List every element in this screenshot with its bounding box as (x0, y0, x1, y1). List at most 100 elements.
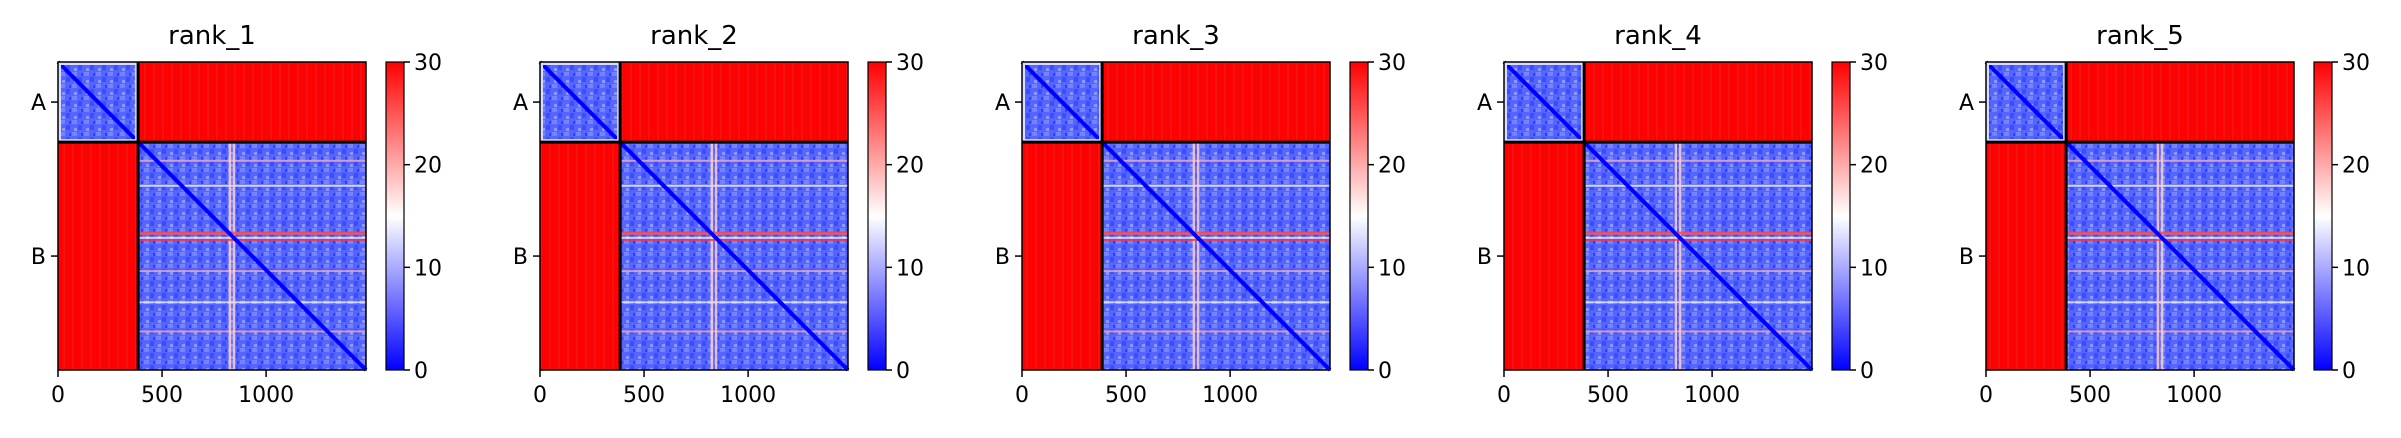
block-b-a (1022, 142, 1103, 370)
band-h-red (1584, 238, 1812, 241)
band-h (2066, 301, 2294, 304)
band-h (1102, 184, 1330, 187)
block-a-b (2066, 62, 2294, 143)
colorbar-tick-label: 10 (1378, 256, 1406, 281)
colorbar-tick-label: 0 (1860, 359, 1874, 384)
band-h (1584, 301, 1812, 304)
colorbar-tick-label: 20 (1378, 154, 1406, 179)
block-a-b (138, 62, 366, 143)
band-h (2066, 270, 2294, 273)
band-h (1584, 270, 1812, 273)
colorbar-tick-label: 20 (414, 154, 442, 179)
heatmap-panel-2: rank_2 A B 0 500 1000 0 10 20 30 (513, 21, 924, 408)
x-tick-label: 0 (1979, 383, 1993, 408)
y-tick-label: A (31, 91, 46, 116)
band-v (1674, 142, 1678, 370)
colorbar-tick-label: 20 (896, 154, 924, 179)
band-h-red (138, 238, 366, 241)
band-v (1196, 142, 1200, 370)
band-v (710, 142, 714, 370)
x-tick-label: 1000 (238, 383, 294, 408)
plot-frame (539, 61, 849, 371)
colorbar-tick-label: 20 (1860, 154, 1888, 179)
band-h-red (1102, 231, 1330, 235)
y-tick-label: B (995, 245, 1010, 270)
band-v (1678, 142, 1682, 370)
band-h-red (138, 231, 366, 235)
colorbar-tick-label: 0 (2342, 359, 2356, 384)
y-tick-label: A (1959, 91, 1974, 116)
band-h (2066, 184, 2294, 187)
colorbar-tick-label: 30 (896, 51, 924, 76)
plot-frame (1021, 61, 1331, 371)
band-h-red (2066, 231, 2294, 235)
band-h (620, 301, 848, 304)
block-b-a (1504, 142, 1585, 370)
x-tick-label: 1000 (2166, 383, 2222, 408)
panel-title: rank_1 (168, 21, 256, 51)
x-tick-label: 1000 (1684, 383, 1740, 408)
band-h (1102, 270, 1330, 273)
block-b-a (1986, 142, 2067, 370)
x-tick-label: 500 (1105, 383, 1147, 408)
x-tick-label: 0 (1015, 383, 1029, 408)
band-v (2156, 142, 2160, 370)
colorbar-tick-label: 0 (1378, 359, 1392, 384)
block-a-b (620, 62, 848, 143)
colorbar (385, 61, 405, 371)
band-h (2066, 236, 2294, 239)
heatmap-panel-3: rank_3 A B 0 500 1000 0 10 20 30 (995, 21, 1406, 408)
colorbar (867, 61, 887, 371)
colorbar-tick-label: 10 (414, 256, 442, 281)
band-h (138, 184, 366, 187)
plot-frame (1985, 61, 2295, 371)
colorbar-tick-label: 10 (896, 256, 924, 281)
colorbar-tick-label: 10 (1860, 256, 1888, 281)
y-tick-label: B (1959, 245, 1974, 270)
band-h (1584, 236, 1812, 239)
colorbar-tick-label: 20 (2342, 154, 2370, 179)
band-h (1102, 330, 1330, 333)
band-v (228, 142, 232, 370)
colorbar (2313, 61, 2333, 371)
band-h (138, 301, 366, 304)
band-h (138, 330, 366, 333)
colorbar-tick-label: 10 (2342, 256, 2370, 281)
y-tick-label: B (1477, 245, 1492, 270)
band-h (1102, 159, 1330, 162)
x-tick-label: 500 (623, 383, 665, 408)
colorbar-tick-label: 30 (1860, 51, 1888, 76)
band-h (2066, 330, 2294, 333)
x-tick-label: 500 (1587, 383, 1629, 408)
colorbar-tick-label: 30 (1378, 51, 1406, 76)
block-b-a (540, 142, 621, 370)
band-v (2160, 142, 2164, 370)
x-tick-label: 0 (1497, 383, 1511, 408)
band-h-red (2066, 238, 2294, 241)
block-a-edge (58, 62, 139, 143)
band-h (1584, 159, 1812, 162)
y-tick-label: A (995, 91, 1010, 116)
x-tick-label: 1000 (1202, 383, 1258, 408)
band-h (620, 159, 848, 162)
colorbar-tick-label: 30 (414, 51, 442, 76)
band-h (620, 236, 848, 239)
x-tick-label: 500 (2069, 383, 2111, 408)
diagonal (56, 60, 368, 372)
panel-title: rank_2 (650, 21, 738, 51)
band-h (2066, 159, 2294, 162)
diagonal (538, 60, 850, 372)
plot-frame (1503, 61, 1813, 371)
colorbar-tick-label: 30 (2342, 51, 2370, 76)
colorbar (1831, 61, 1851, 371)
heatmap-panel-1: rank_1 A B 0 500 1000 0 10 20 30 (31, 21, 442, 408)
y-tick-label: A (513, 91, 528, 116)
x-tick-label: 1000 (720, 383, 776, 408)
band-h-red (620, 231, 848, 235)
band-h (138, 236, 366, 239)
y-tick-label: B (31, 245, 46, 270)
heatmap-panel-4: rank_4 A B 0 500 1000 0 10 20 30 (1477, 21, 1888, 408)
diagonal (1984, 60, 2296, 372)
band-h (1102, 236, 1330, 239)
